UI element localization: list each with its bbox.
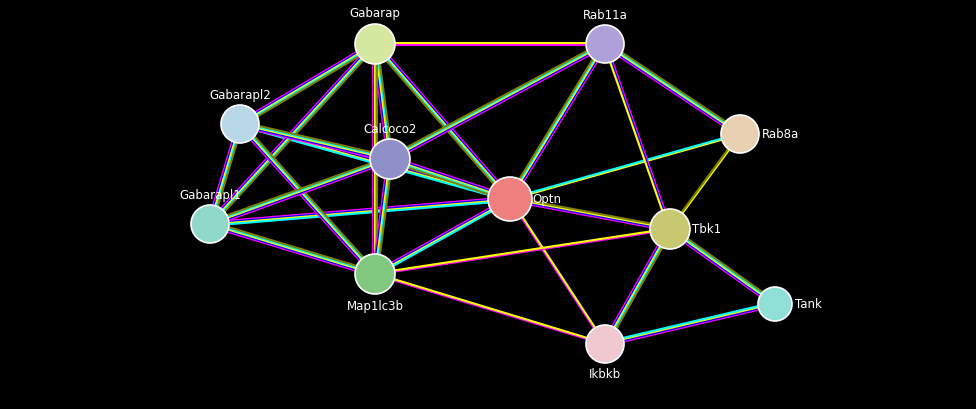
- Text: Optn: Optn: [532, 193, 561, 206]
- Circle shape: [191, 205, 229, 243]
- Text: Tank: Tank: [795, 298, 822, 311]
- Circle shape: [355, 254, 395, 294]
- Text: Tbk1: Tbk1: [692, 223, 721, 236]
- Text: Rab11a: Rab11a: [583, 9, 628, 22]
- Text: Calcoco2: Calcoco2: [363, 123, 417, 136]
- Circle shape: [650, 209, 690, 249]
- Text: Map1lc3b: Map1lc3b: [346, 299, 403, 312]
- Text: Rab8a: Rab8a: [762, 128, 799, 141]
- Text: Gabarapl1: Gabarapl1: [180, 189, 241, 202]
- Circle shape: [488, 178, 532, 221]
- Circle shape: [721, 116, 759, 154]
- Text: Ikbkb: Ikbkb: [589, 367, 621, 380]
- Circle shape: [355, 25, 395, 65]
- Text: Gabarap: Gabarap: [349, 7, 400, 20]
- Circle shape: [586, 325, 624, 363]
- Circle shape: [221, 106, 259, 144]
- Text: Gabarapl2: Gabarapl2: [209, 89, 271, 102]
- Circle shape: [370, 139, 410, 180]
- Circle shape: [758, 287, 792, 321]
- Circle shape: [586, 26, 624, 64]
